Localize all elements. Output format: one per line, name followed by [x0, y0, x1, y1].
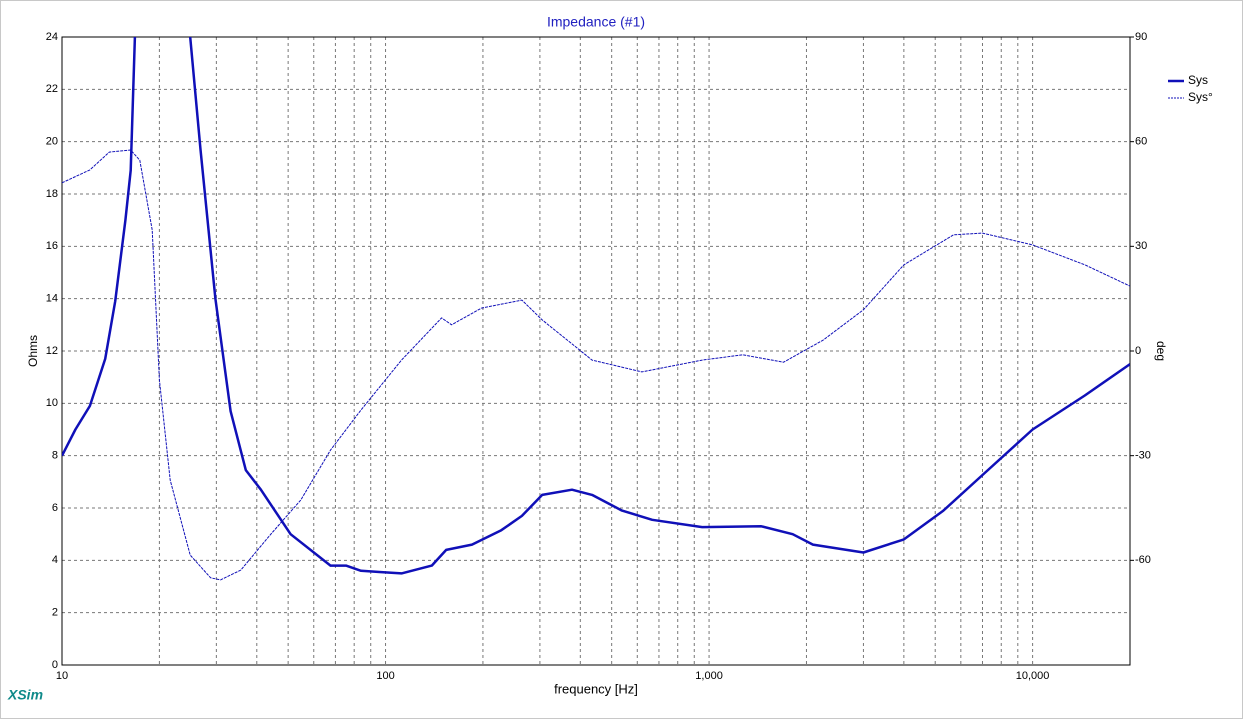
series-line	[62, 37, 1130, 575]
y-tick-label: 0	[52, 659, 58, 671]
plot-lines	[62, 37, 1130, 581]
x-tick-label: 10,000	[1016, 670, 1050, 682]
plot-border	[61, 36, 1131, 666]
chart-title: Impedance (#1)	[547, 14, 645, 30]
legend-label: Sys°	[1188, 90, 1213, 104]
series-line	[62, 149, 1130, 581]
y2-tick-label: -60	[1135, 554, 1151, 566]
y-tick-label: 24	[46, 31, 58, 43]
y-tick-label: 16	[46, 240, 58, 252]
y-tick-label: 6	[52, 502, 58, 514]
watermark: XSim	[7, 687, 43, 703]
y2-tick-label: 90	[1135, 31, 1147, 43]
y2-tick-label: 60	[1135, 136, 1147, 148]
y-tick-label: 12	[46, 345, 58, 357]
y-tick-label: 4	[52, 554, 58, 566]
y-tick-label: 2	[52, 607, 58, 619]
y-axis-label: Ohms	[26, 335, 40, 367]
x-axis-label: frequency [Hz]	[554, 681, 638, 696]
y2-tick-label: 0	[1135, 345, 1141, 357]
y-tick-label: 18	[46, 188, 58, 200]
x-tick-label: 10	[56, 670, 68, 682]
x-tick-label: 100	[376, 670, 394, 682]
y-tick-label: 20	[46, 136, 58, 148]
y-tick-label: 8	[52, 450, 58, 462]
x-tick-label: 1,000	[695, 670, 723, 682]
legend-label: Sys	[1188, 73, 1208, 87]
y2-axis-label: deg	[1154, 341, 1168, 361]
y2-tick-label: -30	[1135, 450, 1151, 462]
y-tick-label: 22	[46, 83, 58, 95]
y-tick-label: 10	[46, 397, 58, 409]
y-tick-label: 14	[46, 293, 58, 305]
y2-tick-label: 30	[1135, 240, 1147, 252]
